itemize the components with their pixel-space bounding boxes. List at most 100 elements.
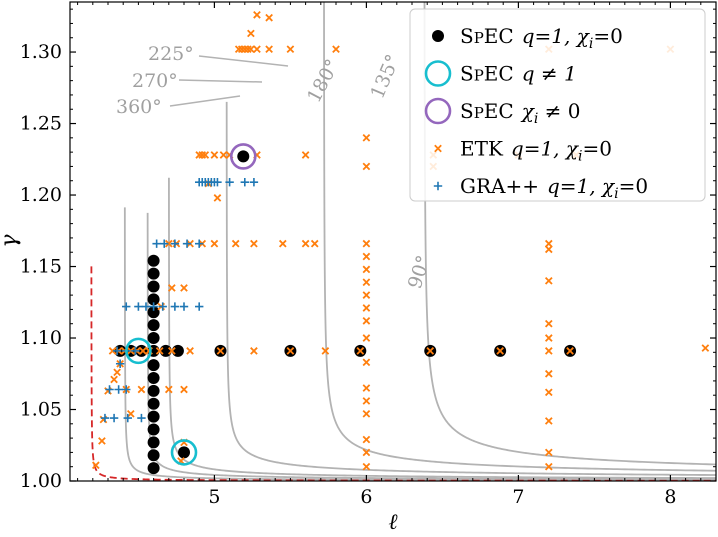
grapp-point-16 xyxy=(134,302,143,311)
etk-point-82 xyxy=(544,334,553,342)
contour-label-270: 270° xyxy=(132,70,178,92)
etk-point-76 xyxy=(362,448,371,457)
contour-180 xyxy=(225,101,716,476)
y-axis-label: γ xyxy=(0,234,22,248)
spec-q1-point-7 xyxy=(147,372,160,385)
y-tick-label-5: 1.25 xyxy=(20,113,62,135)
legend-label: SPEC χi ≠ 0 xyxy=(460,99,581,127)
etk-point-17 xyxy=(544,347,553,355)
legend-label-tail: =0 xyxy=(593,24,622,48)
etk-point-7 xyxy=(155,347,164,355)
etk-point-12 xyxy=(286,347,295,355)
grapp-point-32 xyxy=(137,413,146,423)
contour-90 xyxy=(423,2,716,466)
etk-point-63 xyxy=(362,239,371,248)
etk-point-55 xyxy=(231,239,240,248)
etk-point-27 xyxy=(286,45,295,54)
legend-marker xyxy=(432,30,444,42)
grapp-point-26 xyxy=(105,385,114,394)
etk-point-46 xyxy=(362,133,371,142)
spec-q1-point-11 xyxy=(147,319,160,332)
legend-label-cond: q=1, χ xyxy=(511,137,580,161)
legend-label-prefix: SPEC xyxy=(460,99,514,123)
etk-point-28 xyxy=(332,45,340,54)
etk-point-64 xyxy=(362,252,371,261)
y-tick-label-2: 1.10 xyxy=(20,327,62,349)
legend-entry-etk: ETK q=1, χi=0 xyxy=(434,137,612,165)
etk-point-65 xyxy=(362,265,371,274)
legend-label-sub: i xyxy=(534,111,538,127)
grapp-point-21 xyxy=(179,302,189,311)
spec-q1-point-14 xyxy=(147,280,160,293)
spec-q-ne-1-point-0 xyxy=(125,337,152,365)
etk-point-33 xyxy=(265,13,273,22)
spec-q1-point-19 xyxy=(135,344,148,357)
legend-label: GRA++ q=1, χi=0 xyxy=(460,174,648,202)
y-tick-label-6: 1.30 xyxy=(20,41,62,63)
legend-label: SPEC q ≠ 1 xyxy=(460,62,577,86)
contour-360 xyxy=(123,207,716,481)
etk-point-56 xyxy=(250,239,258,248)
etk-point-49 xyxy=(213,194,222,202)
contour-label-225: 225° xyxy=(148,43,194,65)
etk-point-85 xyxy=(544,417,553,425)
grapp-point-22 xyxy=(195,302,204,311)
spec-q-ne-1-point-1 xyxy=(170,439,198,466)
etk-point-10 xyxy=(216,347,225,355)
contour-label-135: 135° xyxy=(366,51,404,102)
grapp-point-13 xyxy=(182,239,192,248)
grapp-point-27 xyxy=(114,385,123,394)
etk-point-38 xyxy=(219,151,228,159)
spec-q1-point-0 xyxy=(147,462,160,475)
grapp-point-9 xyxy=(249,177,259,187)
etk-point-41 xyxy=(301,151,310,159)
legend-label-sub: i xyxy=(578,149,582,165)
etk-point-37 xyxy=(210,151,219,159)
grapp-point-12 xyxy=(170,239,180,248)
etk-point-57 xyxy=(278,239,287,248)
legend-marker xyxy=(433,181,443,191)
contour-label-layer: 225° 270° 360° 180° 135° 90° xyxy=(116,43,435,292)
etk-point-80 xyxy=(544,276,553,285)
label-leader-360 xyxy=(169,95,241,107)
legend-entry-grapp: GRA++ q=1, χi=0 xyxy=(433,174,648,202)
etk-point-14 xyxy=(356,347,365,355)
legend-label-tail: ≠ 0 xyxy=(538,99,580,123)
x-axis-label: ℓ xyxy=(388,510,398,535)
etk-point-62 xyxy=(180,284,188,292)
etk-point-16 xyxy=(496,347,504,355)
etk-point-67 xyxy=(362,291,371,299)
spec-q1-point-28 xyxy=(178,446,190,459)
contour-label-360: 360° xyxy=(116,96,162,118)
legend-entry-spec-chi-ne-0: SPEC χi ≠ 0 xyxy=(424,97,581,127)
etk-point-60 xyxy=(168,284,176,292)
grapp-point-29 xyxy=(100,413,110,423)
etk-point-5 xyxy=(139,347,147,355)
legend-label-tail: =0 xyxy=(619,174,648,198)
spec-q1-point-12 xyxy=(147,306,160,319)
legend-entry-spec-q1: SPEC q=1, χi=0 xyxy=(432,24,623,52)
legend-marker xyxy=(424,97,452,125)
x-tick-label-2: 7 xyxy=(512,486,524,508)
grapp-point-20 xyxy=(170,302,180,311)
etk-point-77 xyxy=(362,462,371,471)
contour-label-90: 90° xyxy=(404,253,435,292)
etk-point-0 xyxy=(108,347,117,355)
etk-point-24 xyxy=(247,45,255,54)
etk-point-54 xyxy=(210,239,219,248)
grapp-point-17 xyxy=(141,302,151,311)
legend-label-prefix: ETK xyxy=(460,137,504,161)
plot-frame xyxy=(69,1,717,482)
etk-point-66 xyxy=(362,278,371,287)
spec-q1-point-5 xyxy=(147,397,160,410)
grapp-point-18 xyxy=(149,302,158,311)
etk-point-70 xyxy=(362,334,371,342)
legend-label-prefix: SPEC xyxy=(460,62,514,86)
grapp-point-33 xyxy=(115,359,125,368)
etk-point-84 xyxy=(544,388,553,397)
legend-label-cond: q=1, χ xyxy=(522,24,591,48)
etk-point-87 xyxy=(544,462,553,471)
etk-point-8 xyxy=(168,347,176,355)
